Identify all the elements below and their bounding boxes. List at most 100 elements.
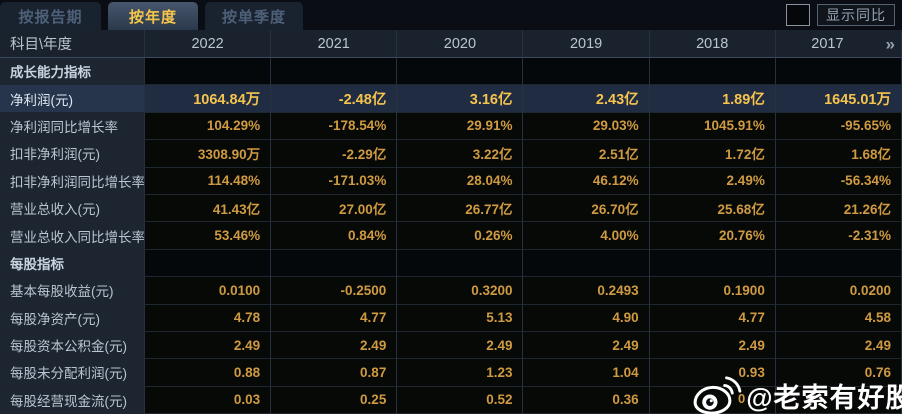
row-label: 扣非净利润同比增长率 bbox=[0, 167, 145, 195]
value-cell: 2.49 bbox=[649, 331, 776, 360]
year-header-label: 2020 bbox=[443, 35, 477, 52]
more-years-chevron-icon[interactable]: » bbox=[885, 34, 895, 53]
table-row[interactable]: 每股经营现金流(元) 0.03 0.25 0.52 0.36 bbox=[0, 386, 902, 414]
tab-by-year[interactable]: 按年度 bbox=[108, 2, 198, 30]
table-row[interactable]: 每股资本公积金(元) 2.49 2.49 2.49 2.49 2.49 2.49 bbox=[0, 331, 902, 360]
value-cell: -2.29亿 bbox=[271, 140, 398, 168]
value-cell: 1.72亿 bbox=[649, 140, 776, 168]
value-cell: 0.0100 bbox=[145, 277, 272, 305]
value-cell: -171.03% bbox=[271, 167, 398, 195]
period-tabbar: 按报告期 按年度 按单季度 显示同比 bbox=[0, 0, 902, 30]
value-cell: 4.58 bbox=[775, 304, 902, 332]
value-cell: 0.26% bbox=[397, 222, 524, 250]
value-cell: 0.84% bbox=[271, 222, 398, 250]
value-cell: 0.0200 bbox=[775, 277, 902, 305]
row-label: 每股指标 bbox=[0, 249, 145, 278]
value-cell: -0.2500 bbox=[271, 277, 398, 305]
table-row[interactable]: 营业总收入同比增长率 53.46% 0.84% 0.26% 4.00% 20.76% -2.… bbox=[0, 222, 902, 250]
table-row[interactable]: 每股净资产(元) 4.78 4.77 5.13 4.90 4.77 4.58 bbox=[0, 304, 902, 332]
tab-by-single-quarter[interactable]: 按单季度 bbox=[205, 2, 303, 30]
value-cell: 21.26亿 bbox=[775, 194, 902, 223]
value-cell: 1.23 bbox=[397, 359, 524, 387]
table-row[interactable]: 每股未分配利润(元) 0.88 0.87 1.23 1.04 0.93 0.76 bbox=[0, 359, 902, 387]
value-cell: 29.03% bbox=[523, 112, 650, 141]
table-row[interactable]: 基本每股收益(元) 0.0100 -0.2500 0.3200 0.2493 0.1900… bbox=[0, 277, 902, 305]
value-cell: 2.51亿 bbox=[523, 140, 650, 168]
value-cell: 27.00亿 bbox=[271, 194, 398, 223]
year-header-label: 2018 bbox=[696, 35, 729, 52]
value-cell bbox=[271, 58, 398, 86]
value-cell: 2.49 bbox=[775, 331, 902, 360]
value-cell bbox=[649, 58, 776, 86]
row-label: 营业总收入同比增长率 bbox=[0, 222, 145, 250]
row-label: 扣非净利润(元) bbox=[0, 140, 145, 168]
value-cell: 2.49 bbox=[397, 331, 524, 360]
table-row[interactable]: 净利润(元) 1064.84万 -2.48亿 3.16亿 2.43亿 1.89亿 1645.… bbox=[0, 85, 902, 113]
yoy-controls: 显示同比 bbox=[786, 4, 895, 26]
section-row: 成长能力指标 bbox=[0, 58, 902, 86]
value-cell: 0.52 bbox=[397, 386, 524, 414]
value-cell: 3.16亿 bbox=[397, 85, 524, 113]
show-yoy-checkbox[interactable] bbox=[786, 4, 810, 26]
table-body: 成长能力指标 净利润(元) 1064.84万 -2.48亿 3.16亿 2.43亿 1.89… bbox=[0, 58, 902, 414]
value-cell: 0.25 bbox=[271, 386, 398, 414]
year-header-2022: 2022 bbox=[145, 30, 272, 58]
value-cell: -178.54% bbox=[271, 112, 398, 141]
value-cell: 0.87 bbox=[271, 359, 398, 387]
value-cell: 4.78 bbox=[145, 304, 272, 332]
table-header-row: 科目\年度 2022 2021 2020 2019 2018 2017 » bbox=[0, 30, 902, 58]
row-label: 营业总收入(元) bbox=[0, 194, 145, 223]
row-label: 每股资本公积金(元) bbox=[0, 331, 145, 360]
value-cell: 0.36 bbox=[523, 386, 650, 414]
value-cell: 2.49 bbox=[523, 331, 650, 360]
value-cell: -2.48亿 bbox=[271, 85, 398, 113]
value-cell: 0.3200 bbox=[397, 277, 524, 305]
value-cell: 28.04% bbox=[397, 167, 524, 195]
value-cell bbox=[523, 249, 650, 278]
value-cell: 2.49 bbox=[145, 331, 272, 360]
year-header-2017: 2017 » bbox=[775, 30, 902, 58]
value-cell: -95.65% bbox=[775, 112, 902, 141]
value-cell bbox=[397, 249, 524, 278]
value-cell: 104.29% bbox=[145, 112, 272, 141]
value-cell: 25.68亿 bbox=[649, 194, 776, 223]
value-cell: 114.48% bbox=[145, 167, 272, 195]
value-cell: 0.88 bbox=[145, 359, 272, 387]
value-cell: 1.68亿 bbox=[775, 140, 902, 168]
value-cell: 0.1900 bbox=[649, 277, 776, 305]
value-cell: 4.77 bbox=[271, 304, 398, 332]
value-cell: 2.49% bbox=[649, 167, 776, 195]
table-row[interactable]: 营业总收入(元) 41.43亿 27.00亿 26.77亿 26.70亿 25.68亿 21… bbox=[0, 194, 902, 223]
value-cell: 20.76% bbox=[649, 222, 776, 250]
table-row[interactable]: 扣非净利润(元) 3308.90万 -2.29亿 3.22亿 2.51亿 1.72亿 1.6… bbox=[0, 140, 902, 168]
value-cell: 29.91% bbox=[397, 112, 524, 141]
value-cell: 53.46% bbox=[145, 222, 272, 250]
value-cell: -56.34% bbox=[775, 167, 902, 195]
table-row[interactable]: 扣非净利润同比增长率 114.48% -171.03% 28.04% 46.12% 2.4… bbox=[0, 167, 902, 195]
value-cell: 0.2493 bbox=[523, 277, 650, 305]
tab-by-report-period[interactable]: 按报告期 bbox=[0, 2, 101, 30]
value-cell bbox=[775, 58, 902, 86]
value-cell: 4.00% bbox=[523, 222, 650, 250]
row-label: 每股未分配利润(元) bbox=[0, 359, 145, 387]
value-cell bbox=[523, 58, 650, 86]
financial-table: 科目\年度 2022 2021 2020 2019 2018 2017 » 成长能力指标 净利… bbox=[0, 30, 902, 414]
value-cell bbox=[397, 58, 524, 86]
value-cell: -2.31% bbox=[775, 222, 902, 250]
value-cell bbox=[145, 58, 272, 86]
value-cell: 3308.90万 bbox=[145, 140, 272, 168]
value-cell: 1.04 bbox=[523, 359, 650, 387]
value-cell: 1064.84万 bbox=[145, 85, 272, 113]
row-label: 成长能力指标 bbox=[0, 58, 145, 86]
value-cell: 2.43亿 bbox=[523, 85, 650, 113]
year-header-label: 2021 bbox=[317, 35, 350, 52]
value-cell bbox=[649, 386, 776, 414]
value-cell bbox=[775, 386, 902, 414]
value-cell: 4.77 bbox=[649, 304, 776, 332]
table-row[interactable]: 净利润同比增长率 104.29% -178.54% 29.91% 29.03% 1045.… bbox=[0, 112, 902, 141]
show-yoy-label[interactable]: 显示同比 bbox=[817, 4, 895, 26]
value-cell: 26.70亿 bbox=[523, 194, 650, 223]
value-cell: 46.12% bbox=[523, 167, 650, 195]
section-row: 每股指标 bbox=[0, 249, 902, 278]
